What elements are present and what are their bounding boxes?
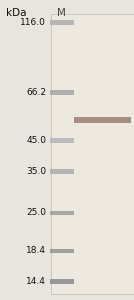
Text: kDa: kDa [6,8,26,17]
Bar [50,279,74,284]
Bar [50,248,74,253]
Bar [50,169,74,174]
Bar [74,117,131,122]
Bar [50,20,74,25]
Text: M: M [57,8,66,17]
Text: 25.0: 25.0 [26,208,46,217]
Bar [51,14,134,294]
Text: 116.0: 116.0 [20,18,46,27]
Bar [50,90,74,95]
Text: 35.0: 35.0 [26,167,46,176]
Text: 66.2: 66.2 [26,88,46,97]
Bar [50,211,74,215]
Text: 45.0: 45.0 [26,136,46,145]
Text: 18.4: 18.4 [26,246,46,255]
Text: 14.4: 14.4 [26,277,46,286]
Bar [50,138,74,142]
